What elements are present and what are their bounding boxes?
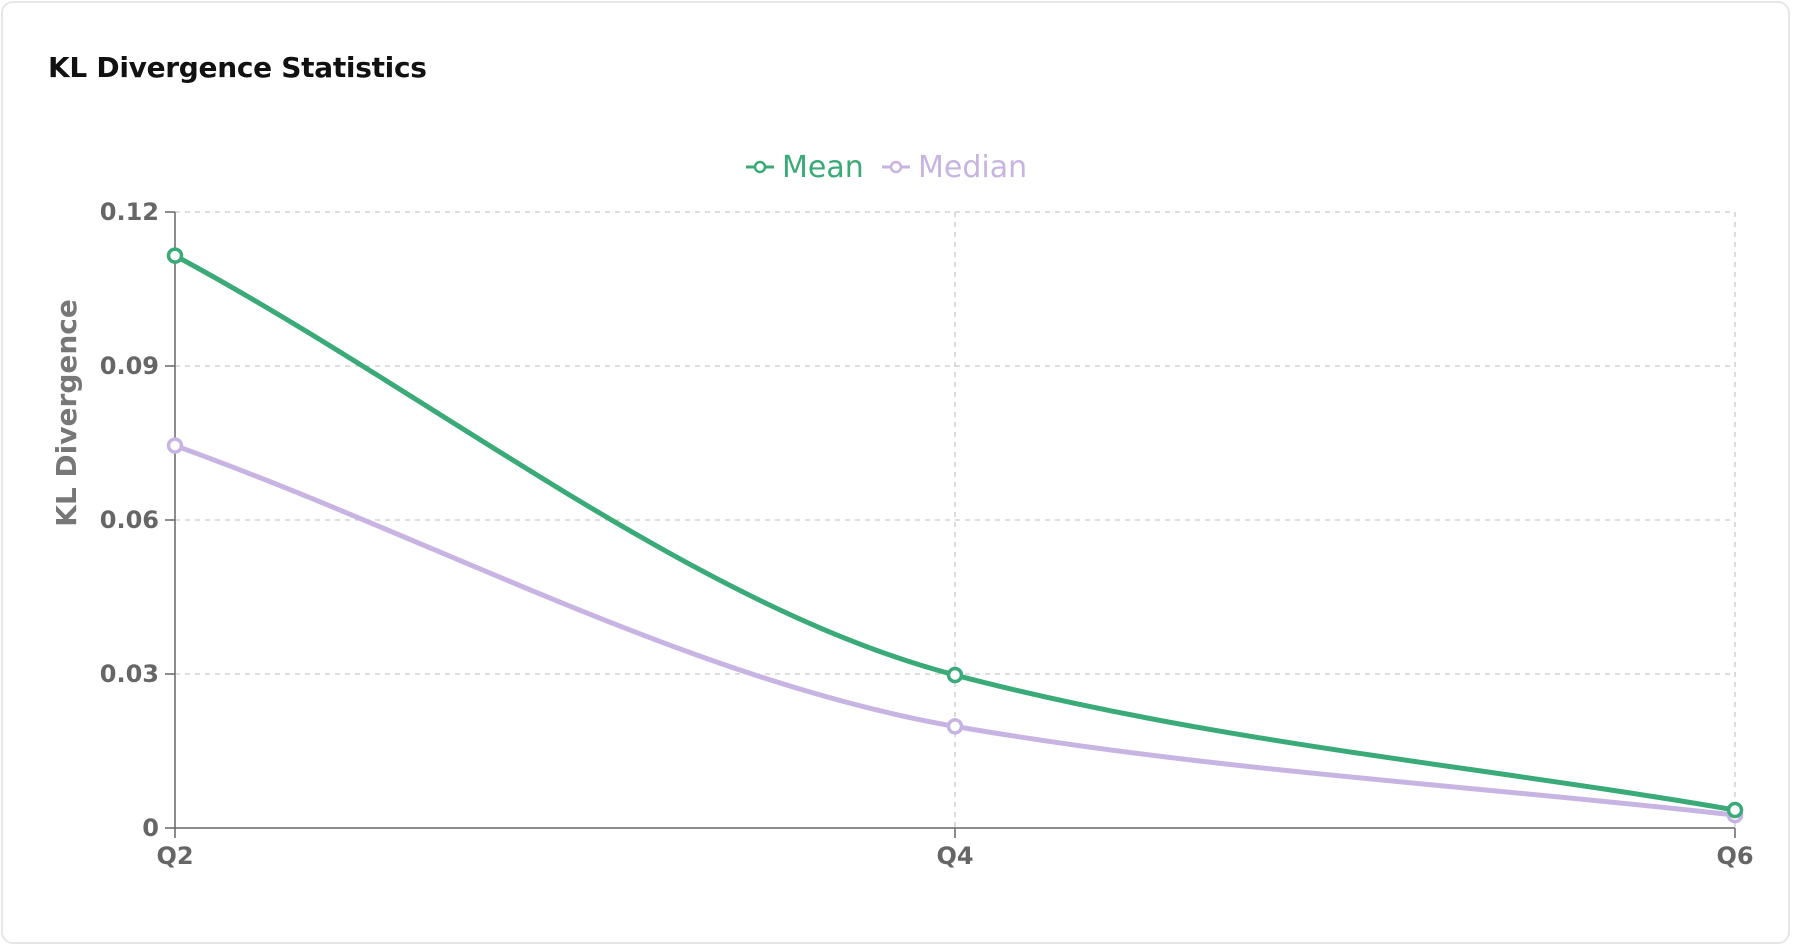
legend[interactable]: Mean Median [746,150,1027,185]
chart-title: KL Divergence Statistics [48,51,427,84]
legend-median-label: Median [918,150,1027,185]
legend-mean-marker-icon [753,160,767,174]
y-tick-label: 0.03 [100,660,159,688]
legend-mean-label: Mean [782,150,864,185]
y-tick-label: 0.12 [100,198,159,226]
x-tick-label: Q6 [1716,842,1753,870]
mean-point[interactable] [166,247,184,264]
x-tick-label: Q2 [156,842,193,870]
y-tick-label: 0 [142,814,159,842]
axes: 0 0.03 0.06 0.09 0.12 Q2 Q4 Q6 [100,198,1754,870]
mean-point[interactable] [946,666,964,684]
y-tick-label: 0.06 [100,506,159,534]
x-tick-label: Q4 [936,842,973,870]
legend-item-mean[interactable]: Mean [746,150,864,185]
y-tick-label: 0.09 [100,352,159,380]
legend-median-marker-icon [889,160,903,174]
legend-item-median[interactable]: Median [882,150,1027,185]
y-axis-label: KL Divergence [50,299,83,527]
series-group [166,247,1744,824]
median-point[interactable] [166,437,184,454]
grid-lines [175,211,1736,828]
median-point[interactable] [946,718,964,735]
median-line [174,443,1736,818]
mean-point[interactable] [1726,801,1744,819]
